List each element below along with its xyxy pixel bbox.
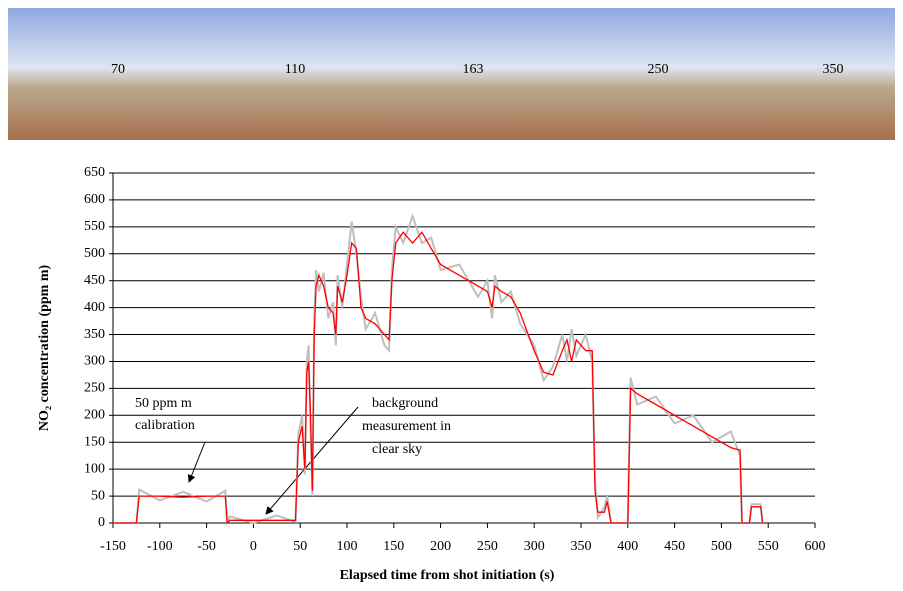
- data-line: [113, 213, 764, 526]
- x-tick-label: 50: [293, 539, 307, 554]
- y-tick-label: 100: [84, 461, 105, 476]
- x-tick-label: 100: [337, 539, 358, 554]
- annotation: background: [372, 396, 438, 411]
- x-tick-label: 450: [664, 539, 685, 554]
- y-tick-label: 450: [84, 273, 105, 288]
- x-tick-label: 200: [430, 539, 451, 554]
- photo: [188, 8, 368, 140]
- photo-label: 250: [648, 62, 669, 77]
- y-tick-label: 550: [84, 219, 105, 234]
- x-tick-label: 400: [617, 539, 638, 554]
- photo: [730, 8, 895, 140]
- x-tick-label: -50: [197, 539, 216, 554]
- x-tick-label: 300: [524, 539, 545, 554]
- x-tick-label: 250: [477, 539, 498, 554]
- x-tick-label: 550: [758, 539, 779, 554]
- annotation: measurement in: [362, 419, 451, 434]
- photos: 70 110 163 250 350: [8, 8, 895, 140]
- x-axis-label: Elapsed time from shot initiation (s): [340, 568, 555, 583]
- x-tick-label: 150: [383, 539, 404, 554]
- photo: [8, 8, 188, 140]
- y-tick-label: 400: [84, 300, 105, 315]
- photo: [548, 8, 730, 140]
- photo-label: 70: [111, 62, 125, 77]
- y-tick-label: 500: [84, 246, 105, 261]
- x-tick-label: -100: [147, 539, 173, 554]
- y-tick-label: 650: [84, 165, 105, 180]
- x-tick-label: 600: [805, 539, 826, 554]
- annotation: 50 ppm m: [135, 396, 192, 411]
- arrow: [187, 441, 206, 483]
- y-tick-label: 150: [84, 434, 105, 449]
- y-tick-label: 600: [84, 192, 105, 207]
- photo: [368, 8, 548, 140]
- photo-label: 110: [285, 62, 305, 77]
- annotation: clear sky: [372, 442, 422, 457]
- x-tick-label: 500: [711, 539, 732, 554]
- y-tick-label: 250: [84, 381, 105, 396]
- y-tick-label: 0: [98, 515, 105, 530]
- x-tick-label: 350: [571, 539, 592, 554]
- photo-label: 163: [463, 62, 484, 77]
- photo-label: 350: [823, 62, 844, 77]
- y-axis-label: NO₂ concentration (ppm m): [37, 264, 52, 431]
- y-tick-label: 50: [91, 488, 105, 503]
- x-tick-label: -150: [100, 539, 126, 554]
- y-tick-label: 200: [84, 408, 105, 423]
- data-line: [113, 231, 764, 525]
- y-tick-label: 300: [84, 354, 105, 369]
- y-tick-label: 350: [84, 327, 105, 342]
- x-tick-label: 0: [250, 539, 257, 554]
- annotation: calibration: [135, 418, 195, 433]
